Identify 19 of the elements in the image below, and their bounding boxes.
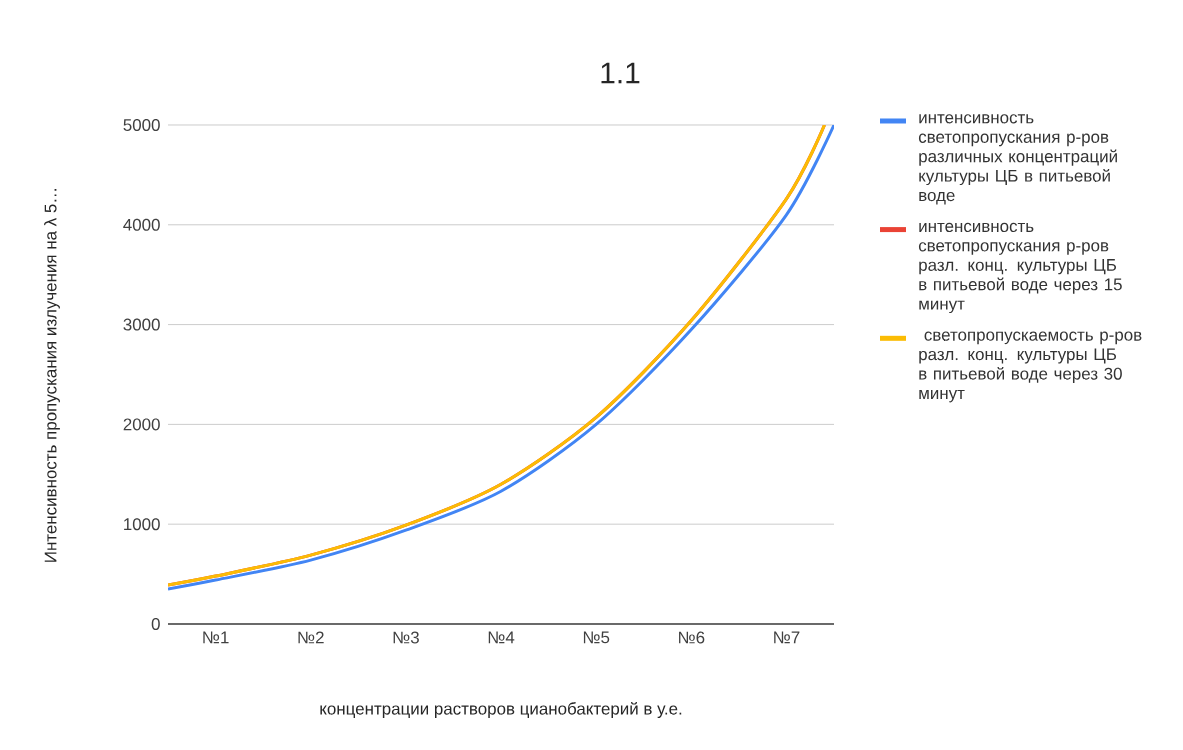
y-axis-title: Интенсивность пропускания излучения на λ 5…: [44, 189, 60, 562]
x-tick-label: №2: [298, 631, 324, 644]
y-tick-label: 3000: [123, 318, 160, 331]
y-tick-label: 1000: [124, 518, 160, 531]
x-tick-label: №7: [774, 631, 800, 644]
x-tick-label: №6: [679, 631, 705, 644]
y-tick-label: 5000: [123, 118, 160, 131]
x-axis-title: концентрации растворов цианобактерий в у.е.: [320, 701, 682, 719]
x-tick-label: №4: [488, 631, 515, 644]
legend-label: светопропускаемость р-ров разл. конц. культуры ЦБ в питьевой воде через 30 минут: [919, 331, 1142, 403]
y-tick-label: 4000: [123, 218, 160, 231]
chart-title: 1.1: [601, 62, 640, 84]
legend-label: интенсивность светопропускания р-ров разл. конц. культуры ЦБ в питьевой воде через 15 минут: [918, 222, 1122, 314]
x-tick-label: №3: [393, 631, 419, 644]
y-tick-label: 0: [151, 617, 160, 630]
legend-label: интенсивность светопропускания р-ров различных концентраций культуры ЦБ в питьевой воде: [918, 114, 1117, 205]
x-tick-label: №5: [583, 631, 610, 644]
x-tick-label: №1: [203, 631, 229, 644]
y-tick-label: 2000: [123, 418, 160, 431]
